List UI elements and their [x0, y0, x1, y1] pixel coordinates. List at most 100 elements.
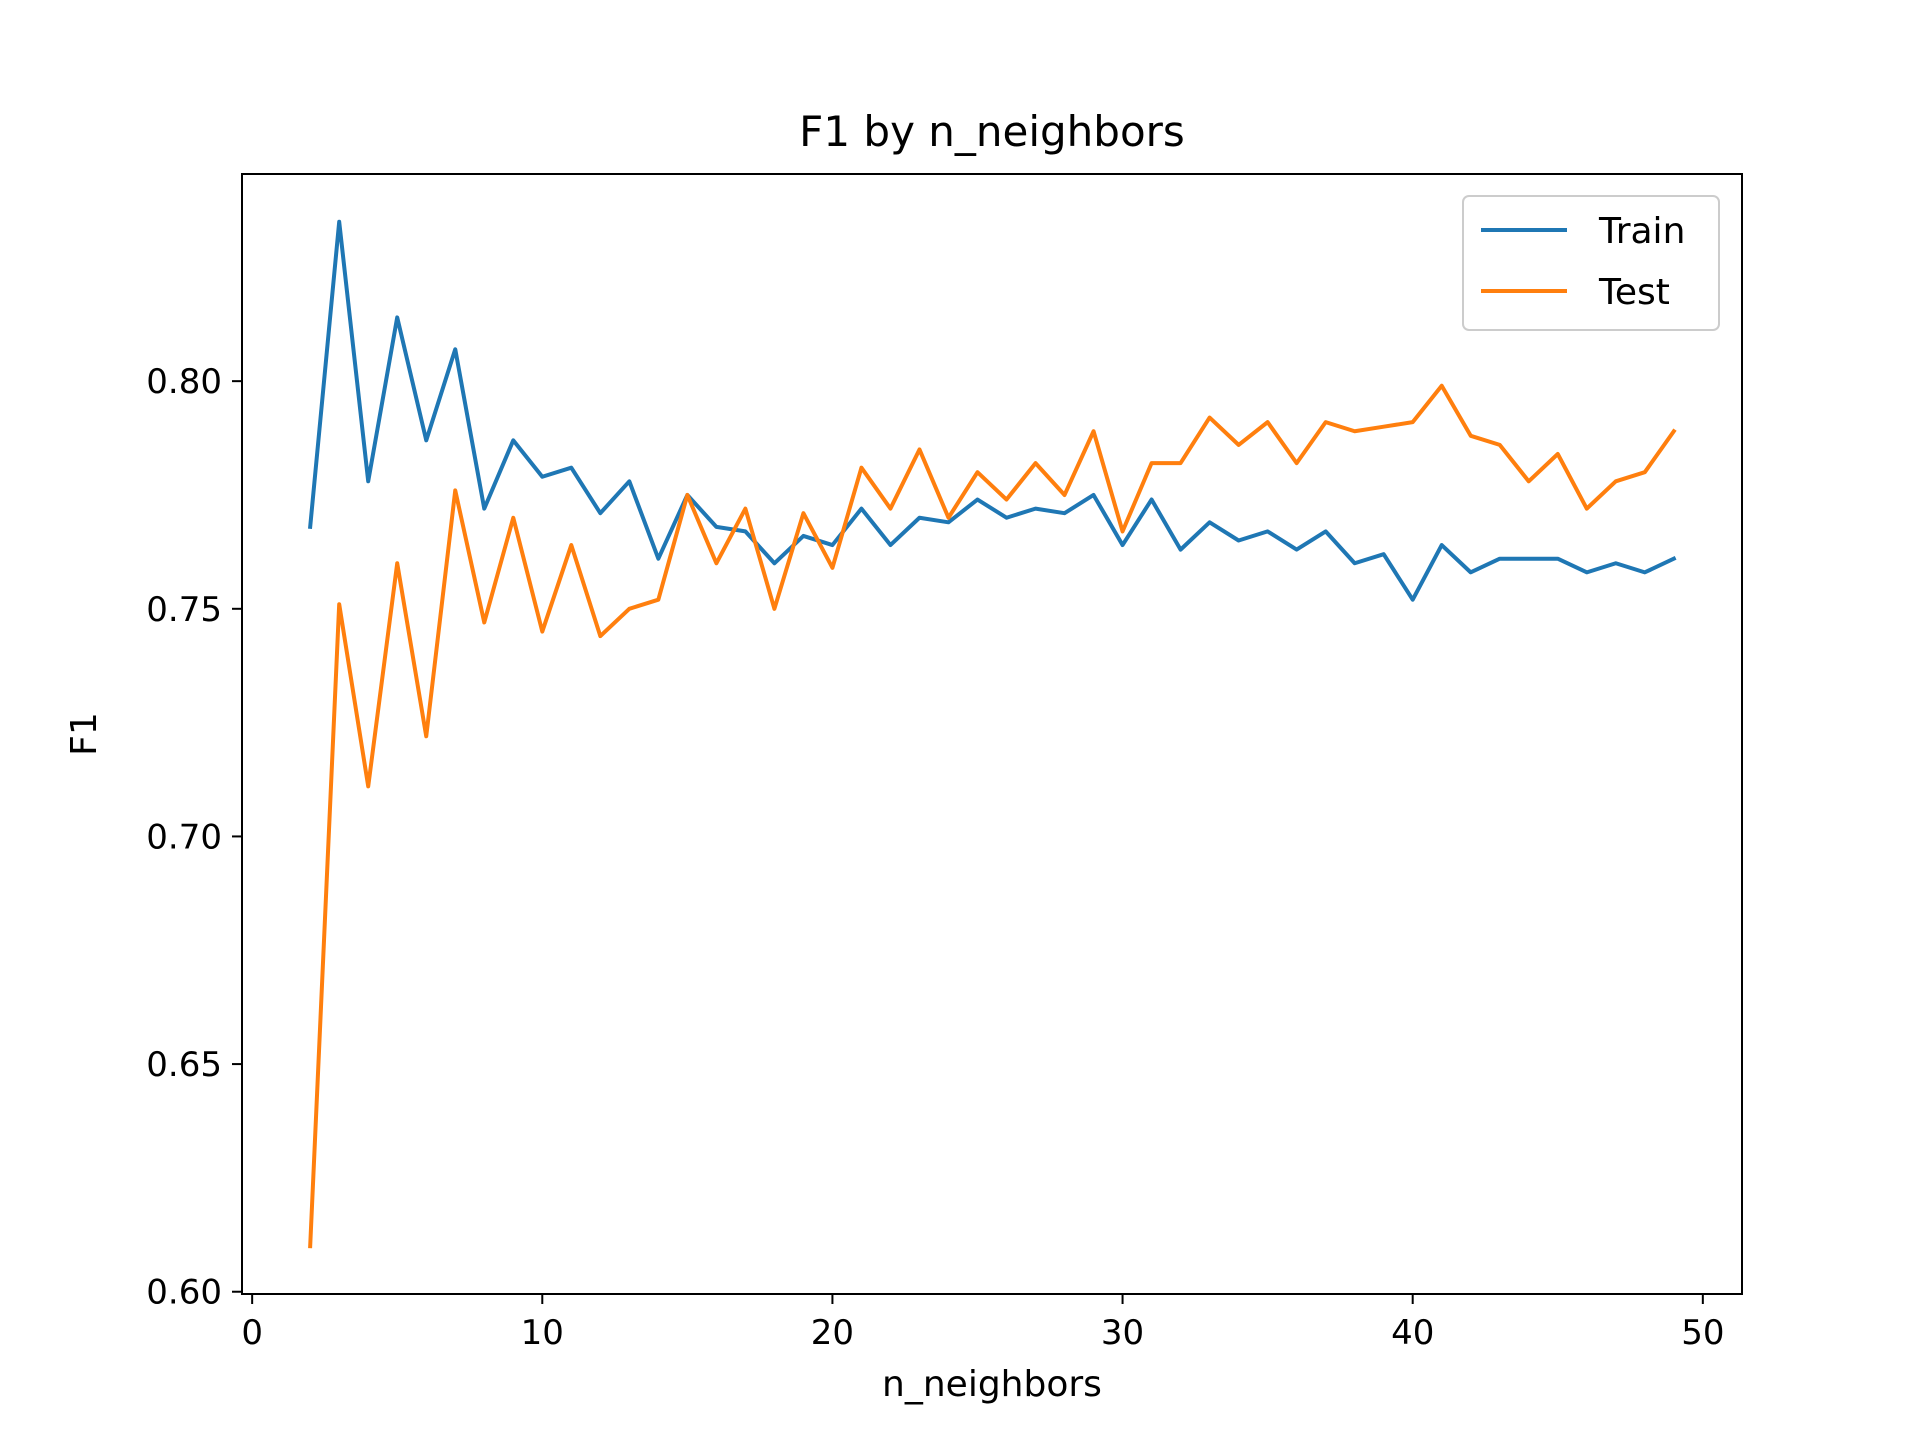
- x-axis: 0 10 20 30 40 50: [241, 1294, 1724, 1353]
- series-line-train: [307, 219, 1677, 602]
- data-point-train: [1295, 548, 1299, 552]
- series-layer: [307, 219, 1677, 1249]
- data-point-test: [917, 447, 921, 451]
- data-point-train: [1324, 529, 1328, 533]
- data-point-train: [511, 438, 515, 442]
- data-point-train: [1063, 511, 1067, 515]
- data-point-test: [366, 784, 370, 788]
- data-point-test: [1179, 461, 1183, 465]
- x-axis-label: n_neighbors: [882, 1364, 1102, 1405]
- data-point-test: [540, 630, 544, 634]
- data-point-train: [1527, 557, 1531, 561]
- data-point-test: [569, 543, 573, 547]
- series-line-test: [308, 383, 1677, 1249]
- data-point-train: [1353, 561, 1357, 565]
- data-point-test: [1295, 461, 1299, 465]
- data-point-train: [830, 543, 834, 547]
- data-point-train: [424, 438, 428, 442]
- data-point-test: [598, 634, 602, 638]
- data-point-test: [685, 493, 689, 497]
- data-point-test: [714, 561, 718, 565]
- data-point-train: [1237, 539, 1241, 543]
- data-point-train: [946, 520, 950, 524]
- data-point-test: [1585, 507, 1589, 511]
- data-point-test: [395, 561, 399, 565]
- data-point-train: [308, 525, 312, 529]
- data-point-train: [1411, 598, 1415, 602]
- data-point-train: [656, 557, 660, 561]
- data-point-test: [1034, 461, 1038, 465]
- y-axis-label: F1: [64, 712, 105, 756]
- data-point-test: [1672, 429, 1676, 433]
- data-point-test: [337, 602, 341, 606]
- data-point-train: [1092, 493, 1096, 497]
- data-point-train: [975, 498, 979, 502]
- data-point-test: [308, 1244, 312, 1248]
- series-train: [307, 219, 1677, 602]
- y-axis: 0.60 0.65 0.70 0.75 0.80: [146, 362, 242, 1313]
- x-tick-label: 50: [1681, 1313, 1724, 1353]
- data-point-test: [424, 734, 428, 738]
- data-point-test: [1469, 434, 1473, 438]
- data-point-train: [627, 479, 631, 483]
- x-tick-label: 30: [1101, 1313, 1144, 1353]
- data-point-test: [888, 507, 892, 511]
- data-point-train: [801, 534, 805, 538]
- data-point-test: [656, 598, 660, 602]
- data-point-train: [1179, 548, 1183, 552]
- data-point-train: [1121, 543, 1125, 547]
- data-point-train: [743, 529, 747, 533]
- data-point-train: [1208, 520, 1212, 524]
- data-point-test: [772, 607, 776, 611]
- data-point-train: [1498, 557, 1502, 561]
- plot-frame: [241, 173, 1743, 1295]
- data-point-train: [337, 220, 341, 224]
- legend-label-test: Test: [1598, 272, 1670, 313]
- data-point-test: [830, 566, 834, 570]
- y-tick-label: 0.65: [146, 1045, 222, 1085]
- data-point-test: [1324, 420, 1328, 424]
- data-point-train: [395, 315, 399, 319]
- data-point-train: [1266, 529, 1270, 533]
- x-tick-label: 0: [241, 1313, 263, 1353]
- legend-label-train: Train: [1598, 211, 1685, 252]
- data-point-test: [1063, 493, 1067, 497]
- data-point-test: [1440, 384, 1444, 388]
- data-point-test: [1498, 443, 1502, 447]
- data-point-test: [1005, 498, 1009, 502]
- data-point-test: [975, 470, 979, 474]
- data-point-train: [1643, 570, 1647, 574]
- data-point-train: [772, 561, 776, 565]
- data-point-train: [453, 347, 457, 351]
- data-point-test: [801, 511, 805, 515]
- data-point-test: [1208, 416, 1212, 420]
- data-point-train: [482, 507, 486, 511]
- y-tick-label: 0.60: [146, 1273, 222, 1313]
- data-point-test: [1382, 425, 1386, 429]
- data-point-test: [1643, 470, 1647, 474]
- legend: Train Test: [1462, 195, 1720, 331]
- y-tick-label: 0.70: [146, 817, 222, 857]
- data-point-test: [1092, 429, 1096, 433]
- x-tick-label: 20: [811, 1313, 854, 1353]
- y-tick-label: 0.80: [146, 362, 222, 402]
- data-point-test: [453, 488, 457, 492]
- data-point-train: [917, 516, 921, 520]
- data-point-train: [1585, 570, 1589, 574]
- data-point-test: [1121, 529, 1125, 533]
- data-point-test: [1527, 479, 1531, 483]
- data-point-test: [511, 516, 515, 520]
- data-point-train: [1614, 561, 1618, 565]
- y-tick-label: 0.75: [146, 590, 222, 630]
- data-point-train: [859, 507, 863, 511]
- data-point-test: [1556, 452, 1560, 456]
- data-point-train: [1469, 570, 1473, 574]
- data-point-train: [1382, 552, 1386, 556]
- data-point-train: [569, 466, 573, 470]
- data-point-train: [366, 479, 370, 483]
- data-point-train: [540, 475, 544, 479]
- data-point-test: [1150, 461, 1154, 465]
- data-point-test: [1353, 429, 1357, 433]
- data-point-test: [627, 607, 631, 611]
